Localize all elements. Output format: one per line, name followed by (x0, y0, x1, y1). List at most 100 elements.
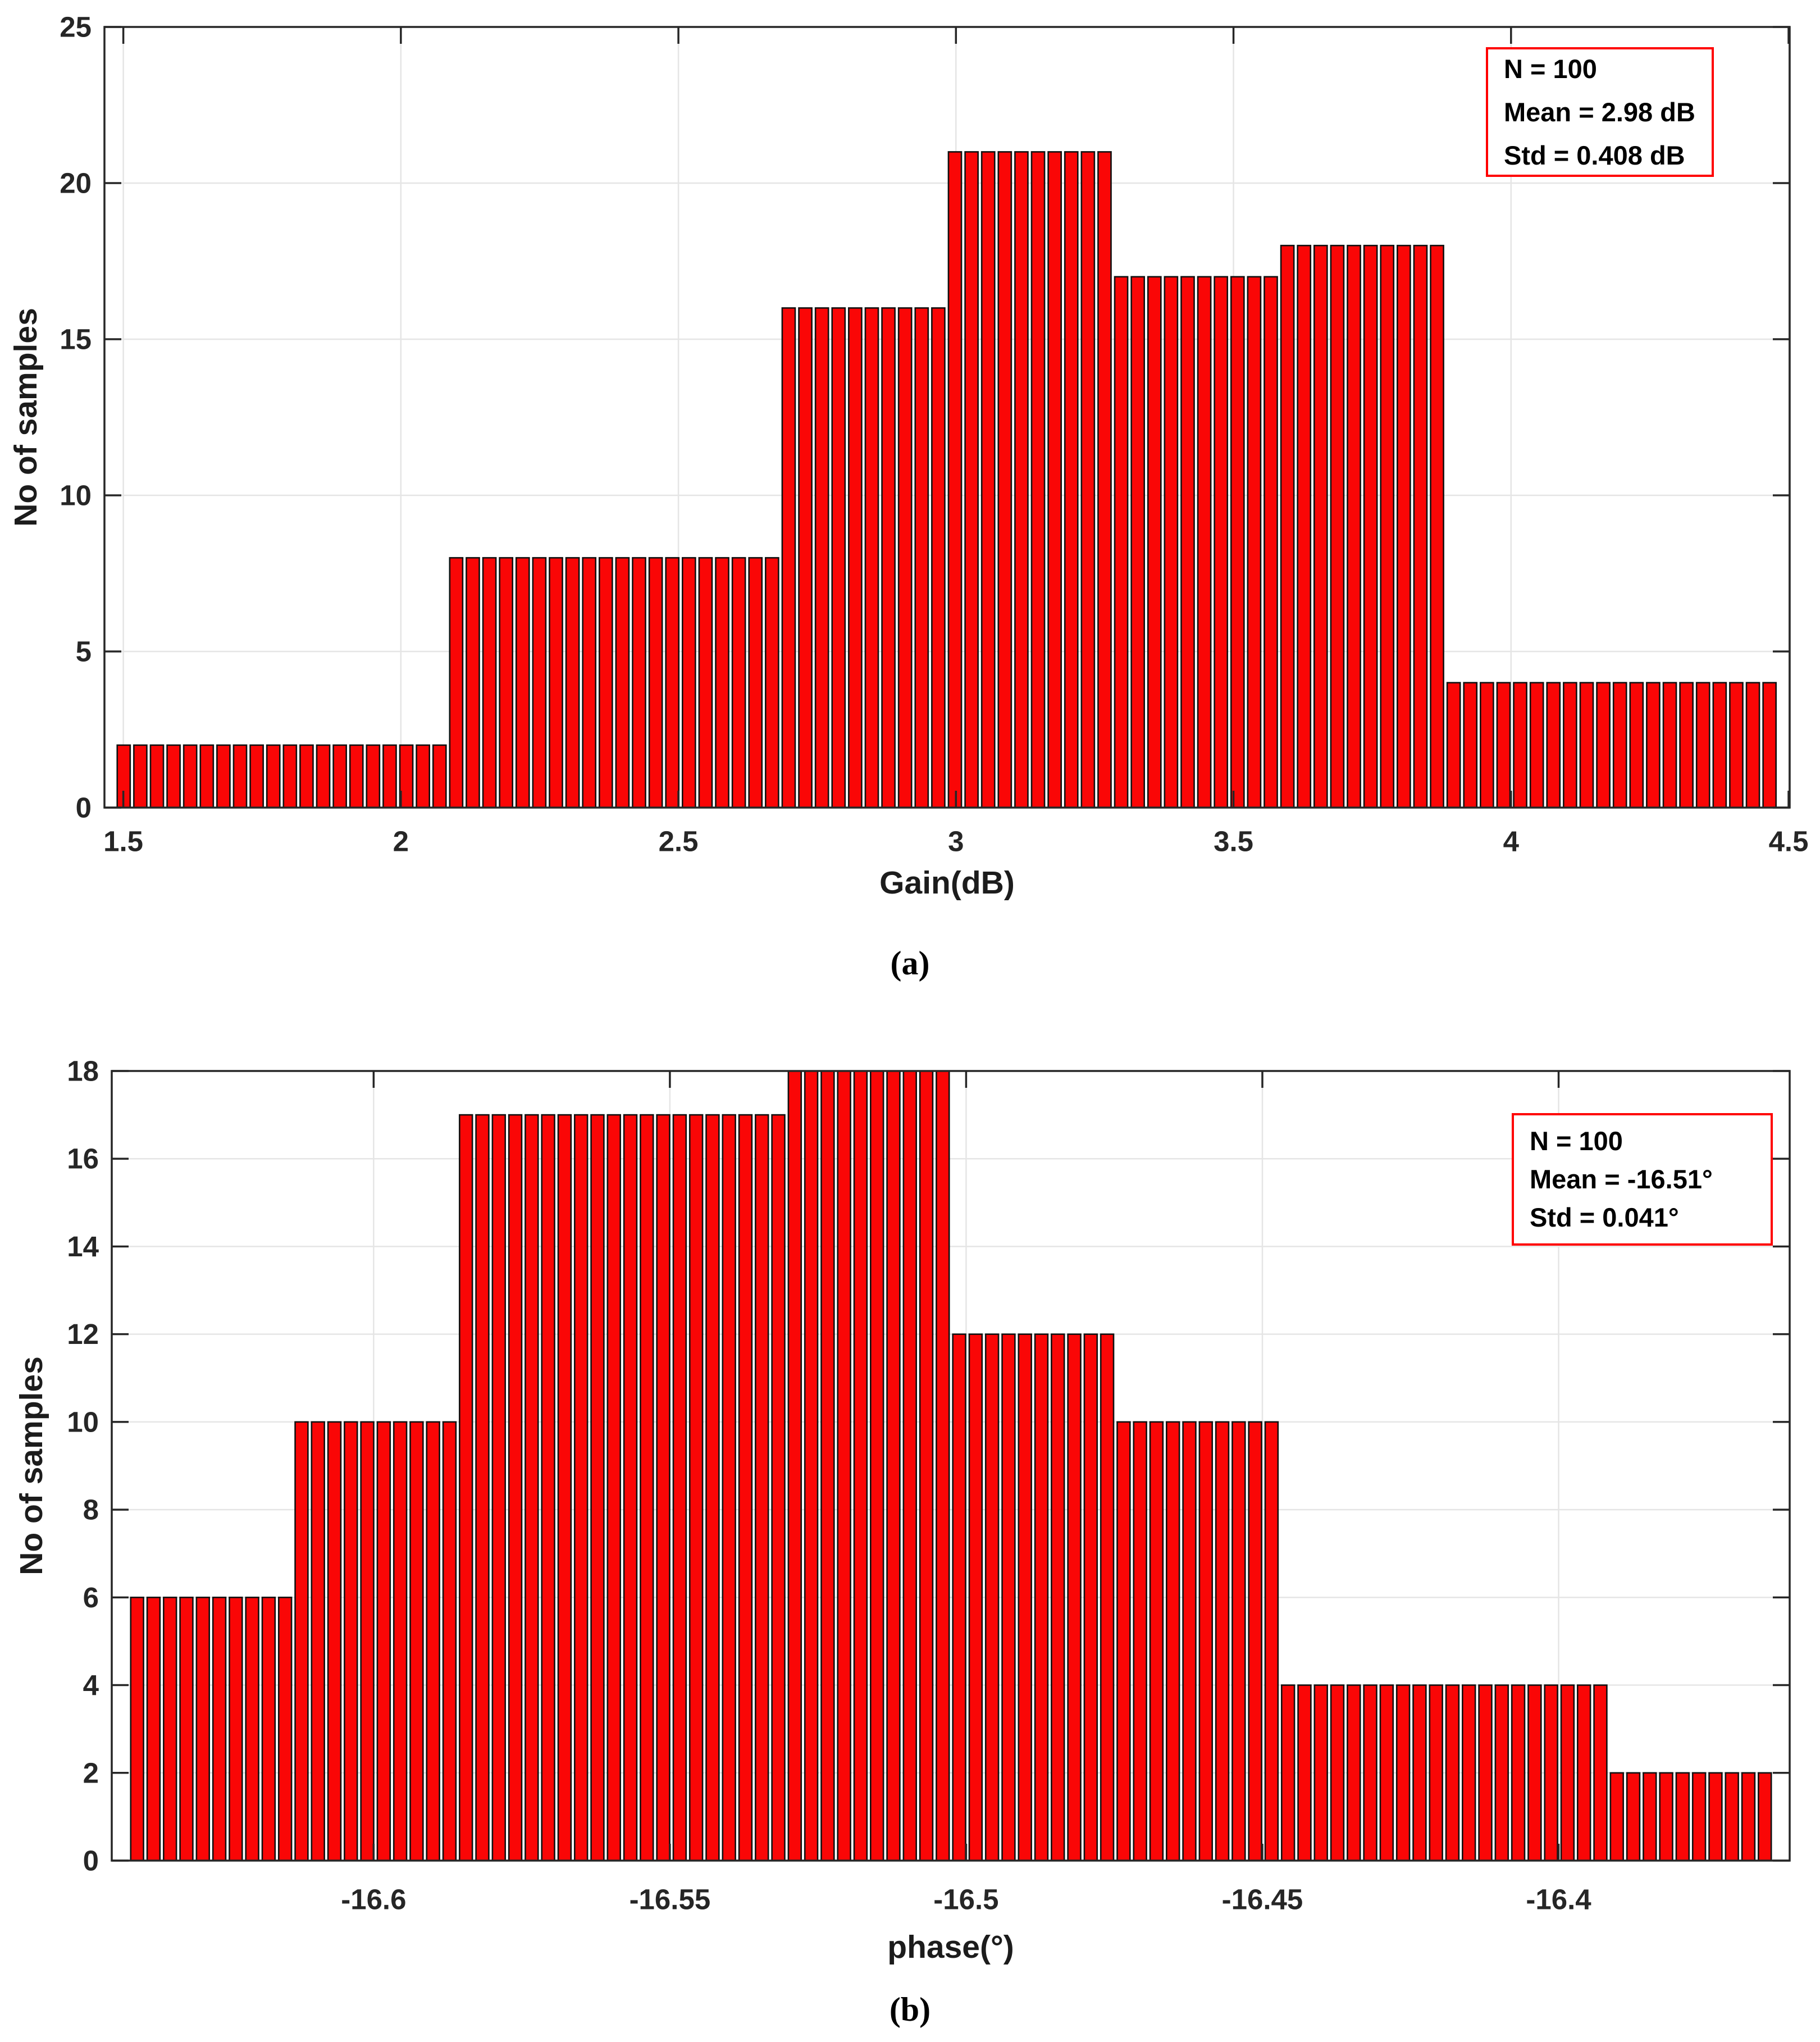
histogram-bar (798, 307, 813, 809)
histogram-bar (393, 1421, 408, 1862)
histogram-bar (245, 1597, 259, 1862)
histogram-bar (869, 1070, 884, 1862)
histogram-bar (360, 1421, 375, 1862)
histogram-bar (755, 1114, 769, 1862)
histogram-bar (491, 1114, 507, 1862)
histogram-bar (1494, 1684, 1509, 1862)
histogram-bar (640, 1114, 654, 1862)
y-axis-label-a: No of samples (8, 308, 44, 527)
histogram-bar (1064, 151, 1079, 809)
x-tick-label: 1.5 (103, 826, 143, 858)
histogram-bar (1560, 1684, 1575, 1862)
histogram-bar (475, 1114, 490, 1862)
histogram-bar (1708, 1772, 1723, 1862)
histogram-bar (672, 1114, 687, 1862)
histogram-bar (681, 557, 696, 809)
histogram-bar (931, 307, 946, 809)
stats-line-mean: Mean = 2.98 dB (1504, 97, 1695, 127)
x-tick-label: 4 (1503, 826, 1520, 858)
histogram-bar (1198, 1421, 1214, 1862)
x-tick-label: 3.5 (1214, 826, 1253, 858)
histogram-bar (541, 1114, 555, 1862)
histogram-bar (282, 744, 298, 809)
histogram-bar (787, 1070, 802, 1862)
histogram-bar (1563, 682, 1577, 809)
histogram-bar (1363, 244, 1378, 809)
x-tick-label: 3 (948, 826, 964, 858)
stats-annotation-b: N = 100 Mean = -16.51° Std = 0.041° (1512, 1113, 1773, 1246)
histogram-bar (1579, 682, 1594, 809)
histogram-bar (831, 307, 846, 809)
histogram-bar (409, 1421, 424, 1862)
histogram-bar (344, 1421, 358, 1862)
histogram-bar (1725, 1772, 1739, 1862)
histogram-bar (442, 1421, 457, 1862)
histogram-bar (1762, 682, 1777, 809)
histogram-bar (919, 1070, 934, 1862)
stats-annotation-a: N = 100 Mean = 2.98 dB Std = 0.408 dB (1486, 47, 1714, 177)
histogram-bar (848, 307, 863, 809)
histogram-bar (557, 1114, 572, 1862)
histogram-bar (997, 151, 1012, 809)
y-tick-label: 25 (60, 11, 92, 43)
y-tick-label: 18 (67, 1055, 99, 1087)
histogram-bar (1429, 1684, 1443, 1862)
histogram-bar (232, 744, 248, 809)
histogram-bar (1047, 151, 1062, 809)
histogram-bar (765, 557, 779, 809)
histogram-bar (968, 1333, 983, 1862)
histogram-bar (482, 557, 497, 809)
y-tick-label: 10 (67, 1406, 99, 1438)
histogram-bar (1100, 1333, 1115, 1862)
y-tick-label: 8 (83, 1494, 99, 1526)
histogram-bar (1546, 682, 1561, 809)
histogram-bar (1264, 1421, 1279, 1862)
histogram-bar (499, 557, 514, 809)
histogram-bar (1030, 151, 1046, 809)
stats-line-std: Std = 0.041° (1530, 1202, 1679, 1232)
y-tick-label: 20 (60, 167, 92, 199)
histogram-bar (1347, 244, 1361, 809)
histogram-bar (1347, 1684, 1361, 1862)
caption-a: (a) (890, 944, 930, 982)
y-tick-label: 6 (83, 1581, 99, 1613)
caption-b: (b) (889, 1990, 931, 2028)
histogram-bar (1446, 682, 1461, 809)
histogram-bar (1675, 1772, 1690, 1862)
histogram-bar (1083, 1333, 1098, 1862)
x-tick-label: 4.5 (1769, 826, 1809, 858)
y-tick-label: 0 (76, 792, 92, 824)
histogram-bar (1166, 1421, 1180, 1862)
histogram-bar (1313, 244, 1328, 809)
histogram-bar (864, 307, 879, 809)
histogram-bar (984, 1333, 1000, 1862)
histogram-bar (1230, 276, 1245, 809)
histogram-bar (582, 557, 597, 809)
histogram-bar (881, 307, 896, 809)
y-tick-label: 14 (67, 1230, 99, 1262)
histogram-bar (376, 1421, 391, 1862)
x-tick-label: -16.45 (1222, 1884, 1303, 1916)
histogram-bar (1480, 682, 1494, 809)
histogram-bar (146, 1597, 161, 1862)
histogram-bar (299, 744, 314, 809)
histogram-bar (1067, 1333, 1082, 1862)
histogram-bar (590, 1114, 605, 1862)
histogram-bar (748, 557, 763, 809)
histogram-bar (163, 1597, 177, 1862)
histogram-bar (1463, 682, 1478, 809)
histogram-bar (1034, 1333, 1049, 1862)
histogram-bar (1527, 1684, 1542, 1862)
histogram-bar (804, 1070, 819, 1862)
histogram-bar (1180, 276, 1195, 809)
histogram-bar (565, 557, 580, 809)
histogram-bar (183, 744, 198, 809)
histogram-bar (1596, 682, 1611, 809)
histogram-bar (149, 744, 165, 809)
histogram-bar (316, 744, 331, 809)
histogram-bar (738, 1114, 753, 1862)
histogram-bar (1214, 276, 1229, 809)
histogram-bar (771, 1114, 786, 1862)
histogram-bar (1695, 682, 1710, 809)
histogram-bar (1609, 1772, 1624, 1862)
